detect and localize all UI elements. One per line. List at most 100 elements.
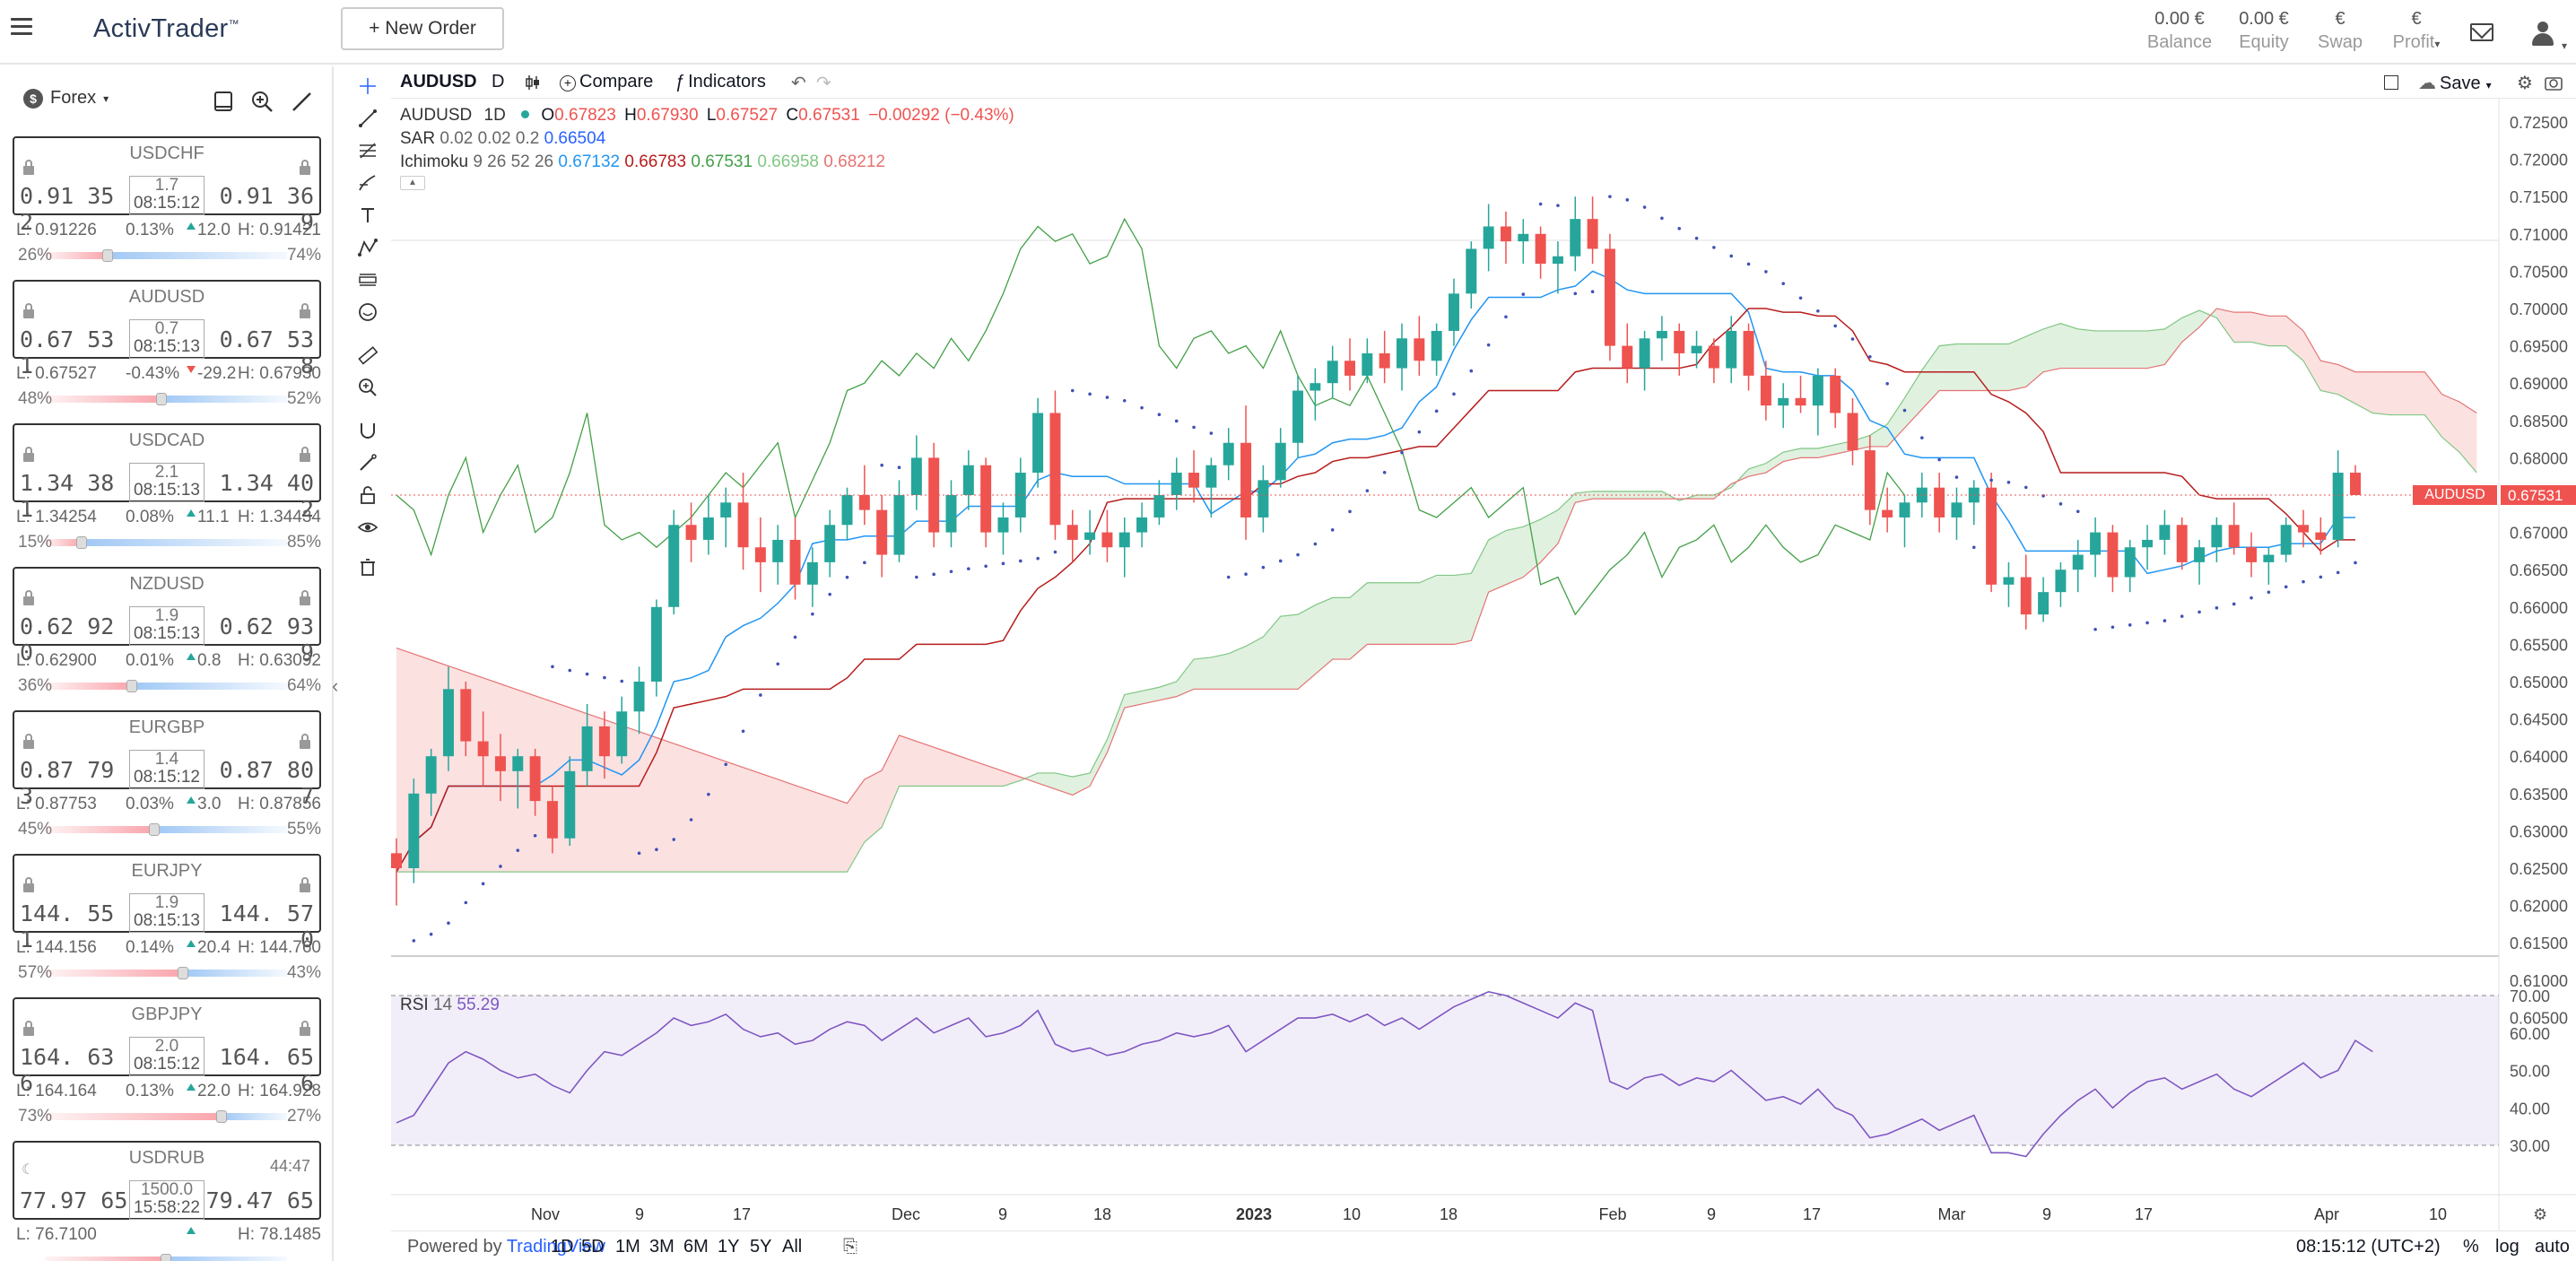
sar-value: 0.66504 bbox=[544, 129, 606, 148]
candle-body bbox=[876, 509, 888, 555]
text-tool-icon[interactable] bbox=[357, 204, 379, 226]
buy-price[interactable]: 164. 65 6 bbox=[219, 1044, 314, 1096]
range-button-all[interactable]: All bbox=[782, 1237, 803, 1257]
symbol-search[interactable]: AUDUSD bbox=[400, 72, 477, 91]
app-logo[interactable]: ActivTrader™ bbox=[93, 14, 239, 44]
quote-box[interactable]: AUDUSD 0.67 53 1 0.7 08:15:13 0.67 53 8 bbox=[13, 280, 321, 378]
fullscreen-icon[interactable] bbox=[2384, 75, 2398, 90]
auto-toggle[interactable]: auto bbox=[2535, 1237, 2570, 1257]
range-button-1y[interactable]: 1Y bbox=[718, 1237, 740, 1257]
trend-line-icon[interactable] bbox=[357, 108, 379, 129]
trash-icon[interactable] bbox=[357, 556, 379, 578]
quote-card[interactable]: AUDUSD 0.67 53 1 0.7 08:15:13 0.67 53 8 L: 0.… bbox=[13, 280, 321, 411]
interval-selector[interactable]: D bbox=[492, 72, 505, 91]
date-range-icon[interactable]: ⎘ bbox=[843, 1237, 857, 1257]
quote-box[interactable]: USDRUB ☾ 44:47 77.97 65 1500.0 15:58:22 79.47 … bbox=[13, 1141, 321, 1220]
quote-card[interactable]: USDRUB ☾ 44:47 77.97 65 1500.0 15:58:22 79.47 … bbox=[13, 1141, 321, 1261]
menu-icon[interactable] bbox=[11, 18, 32, 36]
percent-toggle[interactable]: % bbox=[2463, 1237, 2479, 1257]
quote-card[interactable]: GBPJPY 164. 63 6 2.0 08:15:12 164. 65 6 L: 16… bbox=[13, 997, 321, 1128]
sell-price[interactable]: 77.97 65 bbox=[20, 1187, 128, 1213]
quote-card[interactable]: EURGBP 0.87 79 3 1.4 08:15:12 0.87 80 7 L: 0.… bbox=[13, 710, 321, 841]
log-toggle[interactable]: log bbox=[2495, 1237, 2519, 1257]
profit-display[interactable]: € Profit▾ bbox=[2379, 7, 2454, 56]
range-button-1d[interactable]: 1D bbox=[551, 1237, 574, 1257]
buy-price[interactable]: 0.87 80 7 bbox=[219, 757, 314, 809]
zoom-in-icon[interactable] bbox=[357, 377, 379, 398]
candle-body bbox=[1986, 487, 1997, 585]
new-order-button[interactable]: + New Order bbox=[341, 7, 504, 50]
sar-dot bbox=[759, 693, 762, 697]
buy-price[interactable]: 0.62 93 9 bbox=[219, 613, 314, 665]
save-button[interactable]: ☁ Save ▾ bbox=[2418, 72, 2492, 94]
collapse-panel-icon[interactable]: ‹ bbox=[332, 674, 339, 697]
sell-price[interactable]: 0.67 53 1 bbox=[20, 326, 115, 378]
quote-box[interactable]: USDCAD 1.34 38 1 2.1 08:15:13 1.34 40 2 bbox=[13, 423, 321, 522]
spread-value: 0.7 bbox=[154, 319, 179, 338]
quote-card[interactable]: EURJPY 144. 55 1 1.9 08:15:13 144. 57 0 L: 14… bbox=[13, 854, 321, 985]
candle-style-icon[interactable] bbox=[524, 74, 542, 91]
quote-card[interactable]: USDCAD 1.34 38 1 2.1 08:15:13 1.34 40 2 L: 1.… bbox=[13, 423, 321, 554]
range-button-6m[interactable]: 6M bbox=[683, 1237, 709, 1257]
eye-icon[interactable] bbox=[357, 517, 379, 538]
redo-icon[interactable]: ↷ bbox=[816, 74, 831, 93]
camera-icon[interactable] bbox=[2544, 74, 2563, 91]
sell-price[interactable]: 1.34 38 1 bbox=[20, 470, 115, 522]
sell-price[interactable]: 0.91 35 2 bbox=[20, 183, 115, 235]
magnet-icon[interactable] bbox=[357, 420, 379, 441]
buy-price[interactable]: 1.34 40 2 bbox=[219, 470, 314, 522]
tradingview-link[interactable]: TradingView bbox=[506, 1237, 605, 1257]
chart-area[interactable]: AUDUSD D + Compare ƒ Indicators ↶ ↷ ☁ Save ▾… bbox=[391, 66, 2576, 1261]
sell-price[interactable]: 144. 55 1 bbox=[20, 900, 115, 952]
ichimoku-cloud-segment bbox=[2233, 312, 2252, 343]
quote-box[interactable]: GBPJPY 164. 63 6 2.0 08:15:12 164. 65 6 bbox=[13, 997, 321, 1096]
spread-value: 1.7 bbox=[154, 176, 179, 195]
undo-icon[interactable]: ↶ bbox=[791, 74, 806, 93]
price-chart-svg[interactable]: 0.72500 0.72000 0.71500 0.71000 0.70500 0.700… bbox=[391, 99, 2576, 1231]
quote-box[interactable]: NZDUSD 0.62 92 0 1.9 08:15:13 0.62 93 9 bbox=[13, 567, 321, 665]
clock-display[interactable]: 08:15:12 (UTC+2) bbox=[2296, 1237, 2441, 1257]
quote-box[interactable]: USDCHF 0.91 35 2 1.7 08:15:12 0.91 36 9 bbox=[13, 136, 321, 235]
bookmark-icon[interactable] bbox=[212, 90, 235, 113]
rsi-line bbox=[396, 990, 2373, 1158]
quote-card[interactable]: USDCHF 0.91 35 2 1.7 08:15:12 0.91 36 9 L: 0.… bbox=[13, 136, 321, 267]
settings-gear-icon[interactable]: ⚙ bbox=[2517, 74, 2533, 93]
buy-price[interactable]: 79.47 65 bbox=[205, 1187, 314, 1213]
draw-mode-icon[interactable] bbox=[357, 452, 379, 474]
range-button-5d[interactable]: 5D bbox=[581, 1237, 605, 1257]
zoom-search-icon[interactable] bbox=[250, 90, 274, 113]
mail-icon[interactable] bbox=[2470, 23, 2493, 41]
quote-card[interactable]: NZDUSD 0.62 92 0 1.9 08:15:13 0.62 93 9 L: 0.… bbox=[13, 567, 321, 698]
chart-settings-icon[interactable]: ⚙ bbox=[2533, 1205, 2547, 1224]
user-avatar-icon[interactable] bbox=[2529, 20, 2556, 47]
legend-collapse-icon[interactable]: ▲ bbox=[400, 176, 425, 190]
market-dropdown[interactable]: $ Forex ▾ bbox=[23, 88, 109, 109]
indicators-button[interactable]: ƒ Indicators bbox=[674, 72, 766, 92]
buy-price[interactable]: 0.91 36 9 bbox=[219, 183, 314, 235]
range-button-5y[interactable]: 5Y bbox=[750, 1237, 772, 1257]
crosshair-icon[interactable] bbox=[357, 75, 379, 97]
buy-price[interactable]: 144. 57 0 bbox=[219, 900, 314, 952]
emoji-icon[interactable] bbox=[357, 301, 379, 323]
compare-button[interactable]: + Compare bbox=[560, 72, 653, 92]
prediction-tool-icon[interactable] bbox=[357, 269, 379, 291]
sell-price[interactable]: 0.87 79 3 bbox=[20, 757, 115, 809]
day-change: 0.13% bbox=[126, 221, 174, 239]
user-caret-icon[interactable]: ▾ bbox=[2562, 39, 2568, 52]
price-axis-tick: 0.70500 bbox=[2510, 263, 2568, 281]
brush-icon[interactable] bbox=[357, 172, 379, 194]
pattern-tool-icon[interactable] bbox=[357, 237, 379, 258]
fib-tool-icon[interactable] bbox=[357, 140, 379, 161]
range-button-1m[interactable]: 1M bbox=[615, 1237, 640, 1257]
sell-price[interactable]: 0.62 92 0 bbox=[20, 613, 115, 665]
buy-price[interactable]: 0.67 53 8 bbox=[219, 326, 314, 378]
sell-price[interactable]: 164. 63 6 bbox=[20, 1044, 115, 1096]
range-button-3m[interactable]: 3M bbox=[649, 1237, 674, 1257]
quote-box[interactable]: EURGBP 0.87 79 3 1.4 08:15:12 0.87 80 7 bbox=[13, 710, 321, 809]
sar-dot bbox=[1174, 419, 1179, 423]
quote-box[interactable]: EURJPY 144. 55 1 1.9 08:15:13 144. 57 0 bbox=[13, 854, 321, 952]
sar-dot bbox=[1261, 565, 1266, 570]
lock-drawings-icon[interactable] bbox=[357, 484, 379, 506]
pen-icon[interactable] bbox=[291, 90, 314, 113]
ruler-icon[interactable] bbox=[357, 344, 379, 366]
